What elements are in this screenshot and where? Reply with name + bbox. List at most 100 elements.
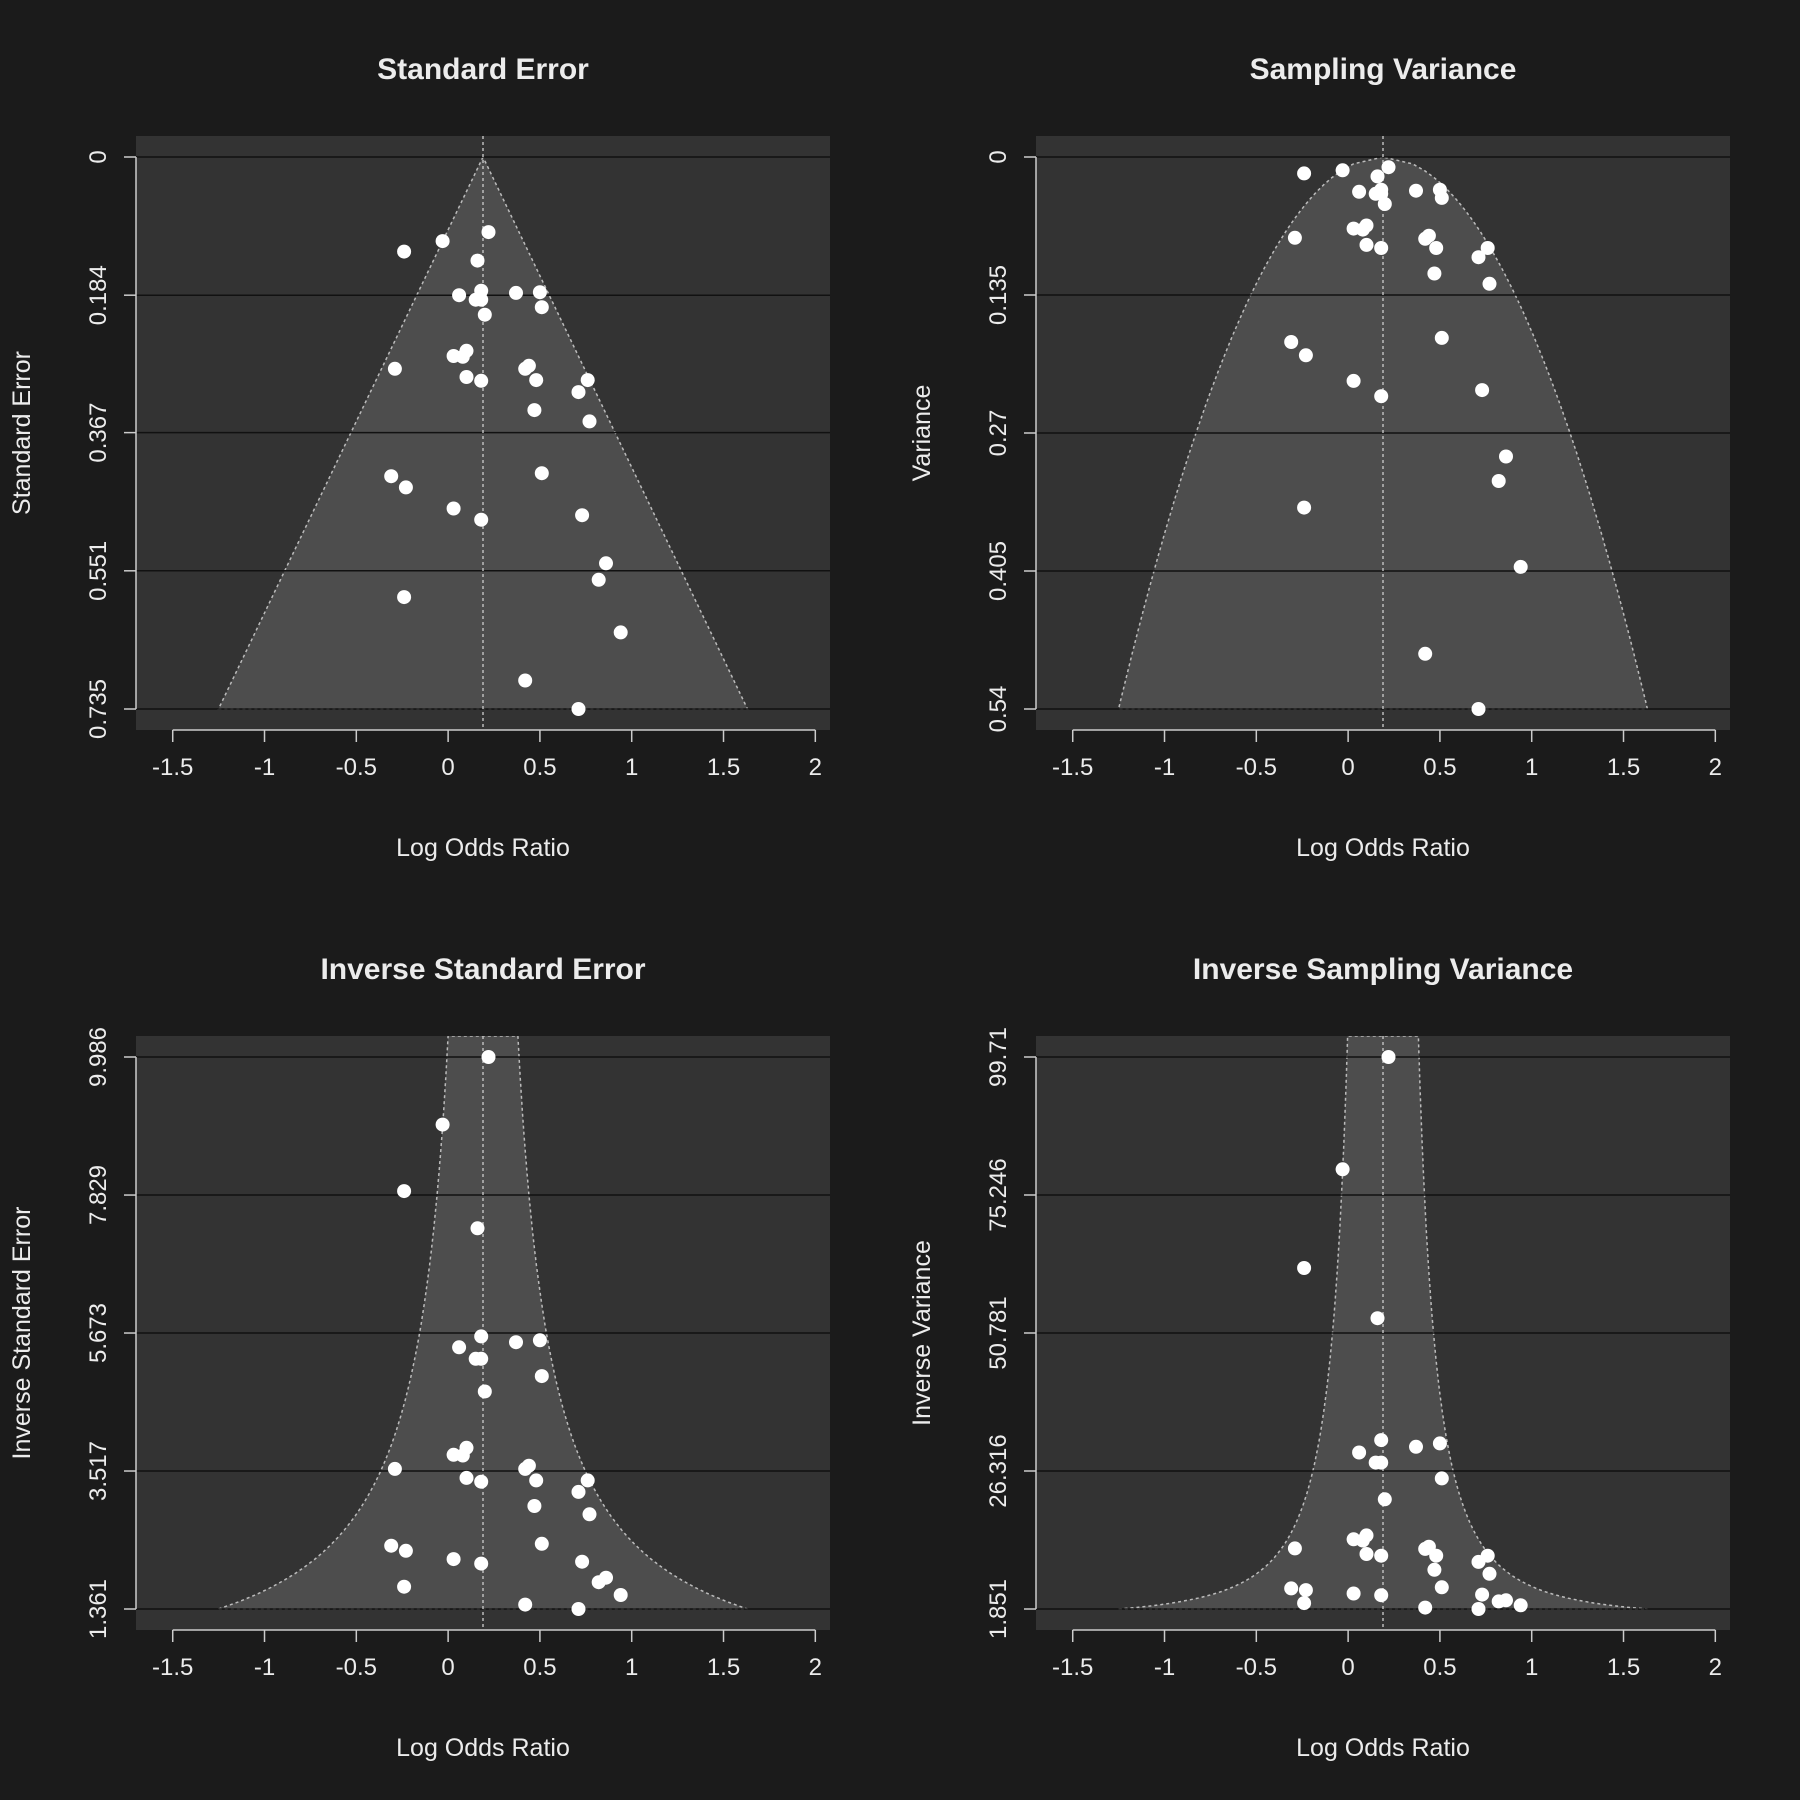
data-point: [459, 370, 474, 384]
data-point: [534, 300, 549, 315]
data-point: [1374, 389, 1389, 404]
data-point: [1346, 373, 1361, 388]
x-tick-label: 1.5: [707, 1654, 740, 1681]
x-tick-label: -1.5: [1052, 1654, 1093, 1681]
data-point: [474, 1474, 489, 1489]
x-tick-label: 2: [809, 754, 822, 781]
data-point: [1335, 163, 1350, 178]
data-point: [532, 285, 547, 300]
panel-title: Inverse Standard Error: [320, 953, 645, 986]
y-axis-label: Inverse Variance: [908, 1240, 936, 1426]
data-point: [481, 225, 496, 240]
data-point: [599, 556, 613, 571]
data-point: [1429, 241, 1444, 255]
x-tick-label: 2: [1709, 1654, 1722, 1681]
data-point: [474, 1556, 489, 1571]
x-tick-label: 1.5: [707, 754, 740, 781]
data-point: [397, 590, 412, 605]
x-tick-label: -1: [1154, 1654, 1175, 1681]
x-tick-label: -1.5: [152, 754, 193, 781]
data-point: [1427, 1562, 1442, 1577]
data-point: [1346, 221, 1361, 236]
data-point: [470, 1221, 485, 1236]
data-point: [509, 1335, 523, 1350]
data-point: [1491, 474, 1506, 488]
data-point: [1297, 1261, 1312, 1275]
x-tick-label: -0.5: [336, 754, 377, 781]
x-tick-label: 1: [1525, 754, 1538, 781]
y-tick-label: 3.517: [85, 1441, 112, 1501]
data-point: [1418, 1600, 1433, 1615]
data-point: [1418, 646, 1433, 661]
data-point: [1471, 250, 1486, 265]
data-point: [446, 349, 461, 363]
data-point: [509, 285, 523, 300]
data-point: [1359, 237, 1374, 252]
data-point: [1491, 1594, 1506, 1609]
data-point: [527, 403, 542, 418]
data-point: [1421, 228, 1436, 243]
y-tick-label: 75.246: [985, 1158, 1012, 1231]
data-point: [534, 466, 549, 481]
x-tick-label: 0.5: [523, 1654, 556, 1681]
data-point: [580, 1473, 595, 1488]
data-point: [582, 1507, 597, 1522]
data-point: [1287, 230, 1302, 245]
data-point: [397, 244, 412, 259]
data-point: [613, 1588, 628, 1602]
data-point: [1429, 1548, 1444, 1563]
x-axis-label: Log Odds Ratio: [1296, 1734, 1470, 1762]
data-point: [527, 1499, 542, 1513]
data-point: [521, 1458, 536, 1473]
data-point: [571, 385, 586, 400]
data-point: [398, 1543, 413, 1558]
panel-title: Inverse Sampling Variance: [1193, 953, 1573, 986]
data-point: [446, 501, 461, 516]
data-point: [582, 414, 597, 429]
x-tick-label: 1.5: [1607, 754, 1640, 781]
data-point: [1475, 383, 1490, 398]
y-tick-label: 1.851: [985, 1579, 1012, 1639]
x-tick-label: 0: [441, 754, 454, 781]
data-point: [1432, 1436, 1447, 1451]
x-tick-label: 0.5: [1423, 1654, 1456, 1681]
x-axis-label: Log Odds Ratio: [1296, 834, 1470, 862]
data-point: [474, 292, 489, 307]
data-point: [1352, 184, 1367, 199]
data-point: [1513, 1598, 1528, 1613]
y-tick-label: 0.54: [985, 686, 1012, 733]
data-point: [1297, 500, 1312, 515]
data-point: [571, 1602, 586, 1616]
data-point: [1409, 1439, 1423, 1454]
y-tick-label: 9.986: [85, 1027, 112, 1087]
y-axis-label: Standard Error: [8, 351, 36, 515]
data-point: [387, 1461, 402, 1476]
data-point: [1513, 559, 1528, 574]
data-point: [1346, 1532, 1361, 1547]
panel-inverse-standard-error: -1.5 -1 -0.5 0 0.5 1 1.5 2 1.361 3.517 5.673 7.829 9…: [8, 953, 830, 1762]
data-point: [384, 469, 399, 484]
data-point: [1471, 1602, 1486, 1616]
data-point: [534, 1536, 549, 1551]
data-point: [521, 358, 536, 373]
data-point: [384, 1538, 399, 1553]
data-point: [1434, 1580, 1449, 1595]
data-point: [580, 373, 595, 388]
x-tick-label: -0.5: [1236, 1654, 1277, 1681]
data-point: [446, 1552, 461, 1567]
data-point: [1480, 241, 1495, 255]
data-point: [1287, 1541, 1302, 1556]
data-point: [452, 1340, 467, 1355]
data-point: [591, 1575, 606, 1590]
data-point: [474, 1329, 489, 1344]
data-point: [1370, 1311, 1385, 1326]
panel-title: Sampling Variance: [1250, 53, 1517, 86]
y-tick-label: 0.367: [85, 403, 112, 463]
x-tick-label: 0: [1341, 754, 1354, 781]
x-tick-label: 1: [1525, 1654, 1538, 1681]
data-point: [1381, 1050, 1396, 1064]
data-point: [1346, 1586, 1361, 1601]
y-tick-label: 0.27: [985, 410, 1012, 457]
data-point: [452, 288, 467, 303]
